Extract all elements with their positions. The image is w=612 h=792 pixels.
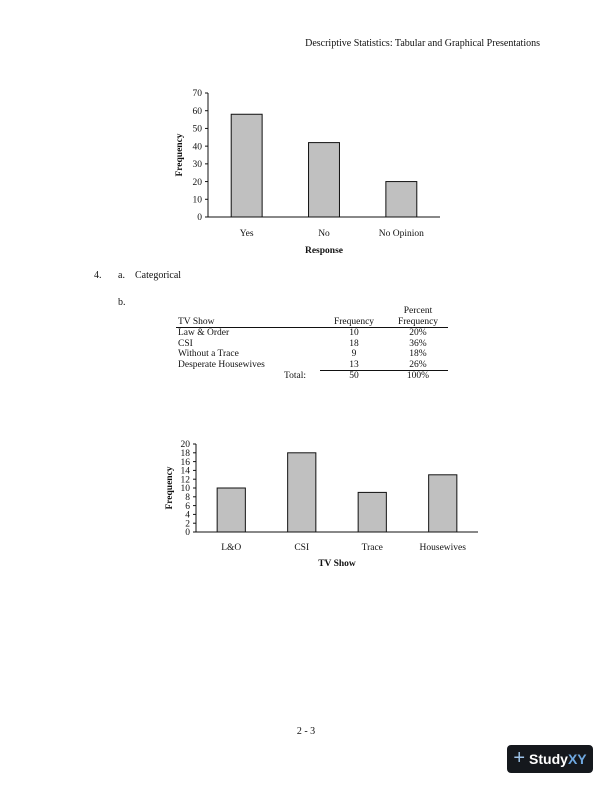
- table-row: Desperate Housewives 13 26%: [176, 359, 448, 371]
- y-tick-label: 0: [197, 213, 202, 223]
- y-tick-label: 16: [181, 458, 191, 468]
- x-axis-title: TV Show: [318, 559, 356, 569]
- x-axis-title: Response: [305, 246, 343, 256]
- badge-prefix: Study: [529, 751, 568, 767]
- y-tick-label: 70: [193, 89, 203, 99]
- x-tick-label: L&O: [221, 543, 241, 553]
- total-label: Total:: [283, 371, 306, 381]
- header-percent-line2: Frequency: [397, 316, 439, 327]
- row-frequency: 13: [320, 359, 388, 371]
- row-frequency: 18: [349, 338, 359, 349]
- x-tick-label: No Opinion: [379, 229, 424, 239]
- row-show: Law & Order: [178, 328, 230, 338]
- table-row: CSI 18 36%: [176, 339, 448, 350]
- y-tick-label: 14: [181, 467, 191, 477]
- part-a-label: a.: [118, 270, 125, 281]
- bar: [428, 474, 458, 533]
- x-tick-label: No: [318, 229, 330, 239]
- page-number: 2 - 3: [296, 726, 316, 737]
- y-tick-label: 2: [185, 519, 190, 529]
- studyxy-badge[interactable]: + StudyXY: [507, 745, 593, 773]
- y-tick-label: 0: [185, 528, 190, 538]
- y-tick-label: 10: [193, 195, 203, 205]
- row-show: Desperate Housewives: [178, 360, 265, 370]
- bar: [385, 181, 418, 218]
- row-frequency: 10: [349, 328, 359, 338]
- bar: [216, 487, 246, 533]
- row-percent: 26%: [388, 359, 448, 371]
- header-percent-frequency: Percent Frequency: [388, 306, 448, 328]
- frequency-table: TV Show Frequency Percent Frequency Law &…: [176, 306, 448, 382]
- y-tick-label: 8: [185, 493, 190, 503]
- header-percent-line1: Percent: [403, 306, 433, 316]
- y-tick-label: 20: [181, 440, 191, 450]
- y-tick-label: 12: [181, 475, 191, 485]
- question-number: 4.: [94, 270, 102, 281]
- total-percent: 100%: [406, 371, 430, 381]
- table-row: Without a Trace 9 18%: [176, 349, 448, 360]
- part-a-answer: Categorical: [135, 270, 182, 281]
- badge-text: StudyXY: [529, 751, 587, 767]
- bar: [287, 452, 317, 533]
- row-show: CSI: [178, 338, 193, 349]
- x-tick-label: Yes: [240, 229, 254, 239]
- y-tick-label: 60: [193, 107, 203, 117]
- y-tick-label: 4: [185, 511, 190, 521]
- y-tick-label: 18: [181, 449, 191, 459]
- bar: [308, 142, 340, 218]
- y-axis-title: Frequency: [175, 133, 185, 176]
- header-tv-show: TV Show: [176, 306, 320, 328]
- x-tick-label: Housewives: [420, 543, 467, 553]
- total-frequency: 50: [349, 371, 359, 381]
- y-tick-label: 20: [193, 178, 203, 188]
- y-tick-label: 50: [193, 125, 203, 135]
- x-tick-label: CSI: [294, 543, 309, 553]
- y-tick-label: 30: [193, 160, 203, 170]
- bar: [357, 491, 387, 533]
- row-percent: 18%: [409, 349, 427, 359]
- y-tick-label: 10: [181, 484, 191, 494]
- y-tick-label: 40: [193, 142, 203, 152]
- plus-icon: +: [513, 747, 526, 769]
- table-total-row: Total: 50 100%: [176, 371, 448, 382]
- table-header-row: TV Show Frequency Percent Frequency: [176, 306, 448, 328]
- bar: [230, 113, 263, 218]
- row-percent: 20%: [409, 328, 427, 338]
- badge-suffix: XY: [567, 751, 587, 767]
- y-tick-label: 6: [185, 502, 190, 512]
- header-frequency: Frequency: [320, 306, 388, 328]
- response-bar-chart: 0 10 20 30 40 50 60 70 Yes No No Opinion Response Fr…: [175, 89, 440, 256]
- row-percent: 36%: [409, 338, 427, 349]
- x-tick-label: Trace: [362, 543, 383, 553]
- y-axis-title: Frequency: [165, 466, 175, 509]
- table-row: Law & Order 10 20%: [176, 328, 448, 339]
- part-b-label: b.: [118, 297, 126, 308]
- row-show: Without a Trace: [178, 349, 239, 359]
- row-frequency: 9: [351, 349, 357, 359]
- running-header: Descriptive Statistics: Tabular and Grap…: [305, 38, 540, 49]
